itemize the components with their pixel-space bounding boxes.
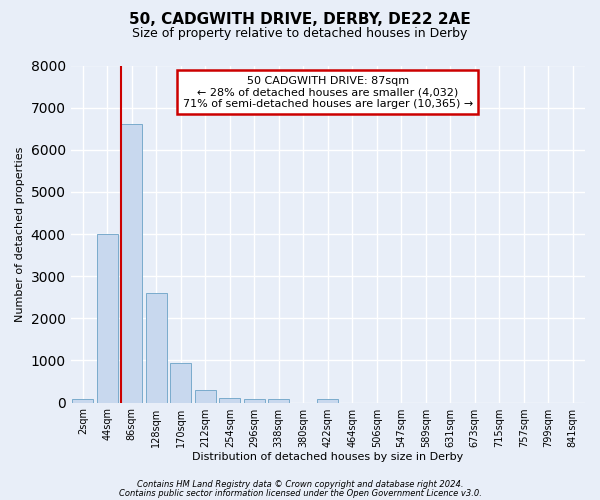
Text: Contains HM Land Registry data © Crown copyright and database right 2024.: Contains HM Land Registry data © Crown c… [137,480,463,489]
Bar [317,399,338,402]
Bar [73,400,93,402]
Bar [244,399,265,402]
Text: Contains public sector information licensed under the Open Government Licence v3: Contains public sector information licen… [119,488,481,498]
Bar [97,234,118,402]
Bar [195,390,215,402]
X-axis label: Distribution of detached houses by size in Derby: Distribution of detached houses by size … [192,452,463,462]
Text: Size of property relative to detached houses in Derby: Size of property relative to detached ho… [133,28,467,40]
Bar [121,124,142,402]
Bar [268,400,289,402]
Bar [146,293,167,403]
Bar [220,398,240,402]
Text: 50, CADGWITH DRIVE, DERBY, DE22 2AE: 50, CADGWITH DRIVE, DERBY, DE22 2AE [129,12,471,28]
Bar [170,362,191,403]
Text: 50 CADGWITH DRIVE: 87sqm
← 28% of detached houses are smaller (4,032)
71% of sem: 50 CADGWITH DRIVE: 87sqm ← 28% of detach… [182,76,473,109]
Y-axis label: Number of detached properties: Number of detached properties [15,146,25,322]
